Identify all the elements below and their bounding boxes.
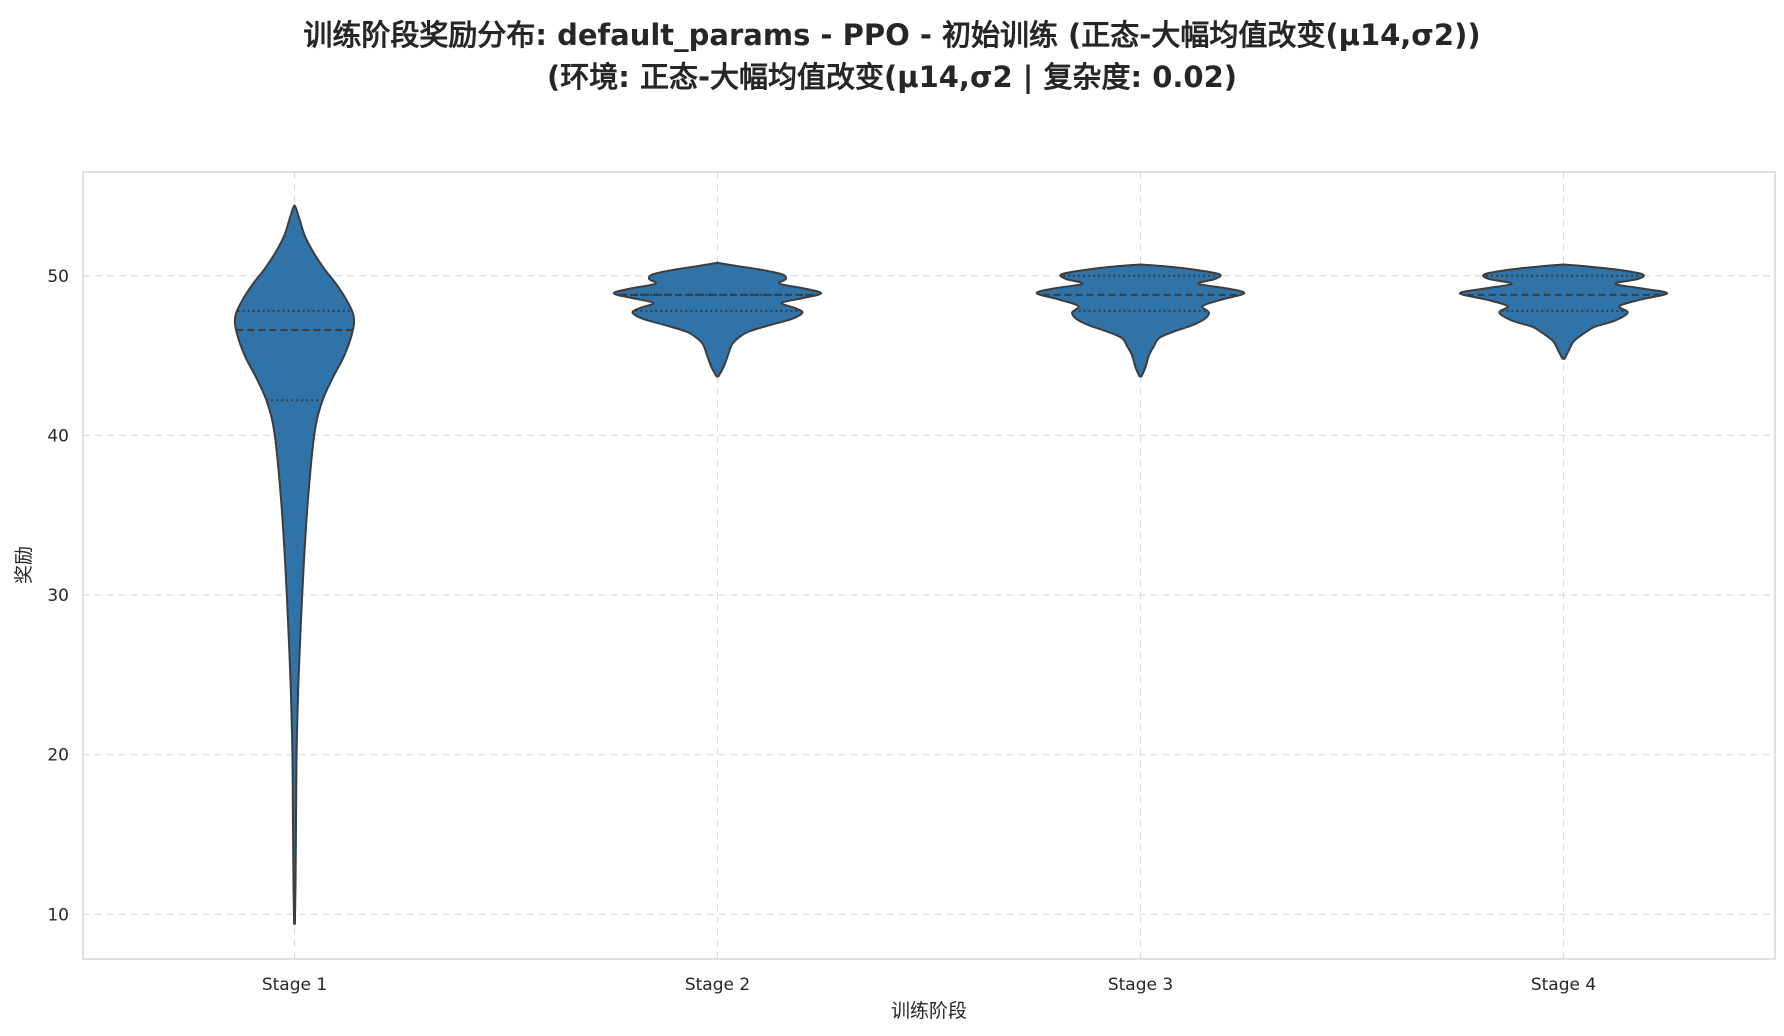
chart-title-line-2: (环境: 正态-大幅均值改变(μ14,σ2 | 复杂度: 0.02) — [547, 60, 1237, 94]
y-axis-label: 奖励 — [13, 546, 35, 584]
y-tick-label: 40 — [47, 426, 69, 446]
violin-body — [612, 261, 823, 378]
x-tick-label: Stage 2 — [685, 975, 750, 995]
chart-title: 训练阶段奖励分布: default_params - PPO - 初始训练 (正… — [0, 14, 1784, 98]
y-tick-label: 30 — [47, 586, 69, 606]
plot-frame — [82, 171, 1776, 960]
x-tick-label: Stage 1 — [262, 975, 327, 995]
y-tick-labels: 10 20 30 40 50 — [47, 267, 69, 926]
x-axis-label: 训练阶段 — [891, 1000, 967, 1022]
y-tick-label: 50 — [47, 267, 69, 287]
chart-title-line-1: 训练阶段奖励分布: default_params - PPO - 初始训练 (正… — [303, 18, 1481, 52]
y-tick-label: 10 — [47, 905, 69, 925]
violins — [233, 204, 1669, 925]
violin-body — [1458, 263, 1669, 360]
x-tick-label: Stage 3 — [1108, 975, 1173, 995]
violin-body — [233, 204, 356, 925]
violin-body — [1035, 263, 1246, 378]
x-tick-labels: Stage 1 Stage 2 Stage 3 Stage 4 — [262, 975, 1596, 995]
y-tick-label: 20 — [47, 746, 69, 766]
x-tick-label: Stage 4 — [1531, 975, 1596, 995]
